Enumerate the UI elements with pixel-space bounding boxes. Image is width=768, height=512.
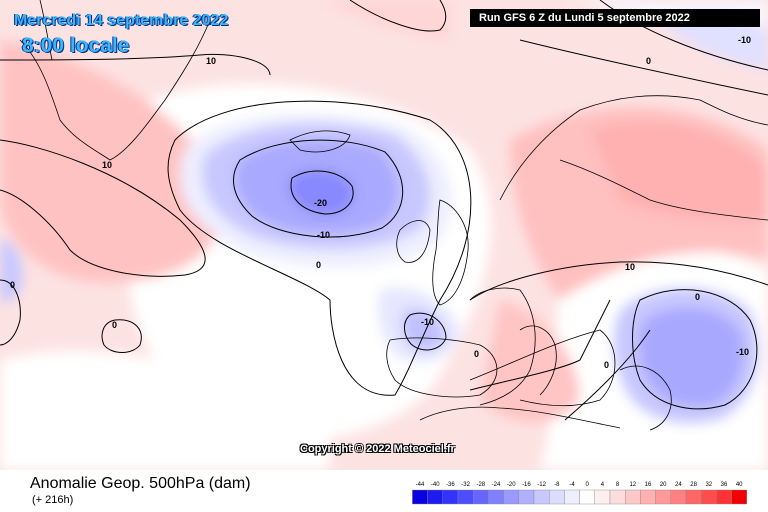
legend-tick-label: -40 — [431, 482, 440, 488]
color-scale-legend: -44 -40 -36 -32 -28 -24 -20 -16 -12 -8 -4 0 4 8 12 16 20… — [412, 482, 748, 505]
legend-tick-label: -24 — [492, 482, 501, 488]
legend-tick-label: 0 — [586, 482, 590, 488]
legend-tick-label: -32 — [461, 482, 470, 488]
model-run-label: Run GFS 6 Z du Lundi 5 septembre 2022 — [470, 9, 760, 27]
contour-label: -10 — [421, 317, 434, 327]
contour-label: -10 — [736, 347, 749, 357]
legend-tick-label: -4 — [569, 482, 575, 488]
legend-swatch — [427, 489, 444, 505]
forecast-date: Mercredi 14 septembre 2022 — [14, 12, 229, 29]
legend-tick-label: 4 — [601, 482, 605, 488]
legend-tick-label: 28 — [690, 482, 697, 488]
legend-swatch — [442, 489, 459, 505]
legend-swatch — [716, 489, 732, 505]
legend-tick-label: 20 — [660, 482, 667, 488]
legend-swatch — [685, 489, 702, 505]
legend-swatch — [701, 489, 717, 505]
legend-swatch — [503, 489, 519, 505]
legend-tick-label: 16 — [645, 482, 652, 488]
contour-label: 10 — [625, 262, 635, 272]
legend-swatch — [457, 489, 474, 505]
legend-swatch — [609, 489, 626, 505]
legend-tick-label: 32 — [705, 482, 712, 488]
contour-label: 0 — [316, 260, 321, 270]
legend-swatch — [518, 489, 535, 505]
legend-tick-label: -44 — [416, 482, 425, 488]
contour-label: 0 — [112, 320, 117, 330]
contour-label: 0 — [604, 360, 609, 370]
legend-swatch — [655, 489, 672, 505]
legend-swatch — [731, 489, 748, 505]
legend-tick-label: 24 — [675, 482, 682, 488]
legend-tick-label: -36 — [446, 482, 455, 488]
legend-tick-label: -12 — [537, 482, 546, 488]
contour-label: -20 — [314, 198, 327, 208]
legend-tick-label: 8 — [616, 482, 620, 488]
legend-tick-label: 36 — [721, 482, 728, 488]
legend-swatch — [533, 489, 550, 505]
lead-time: (+ 216h) — [32, 494, 74, 506]
contour-label: 0 — [646, 56, 651, 66]
legend-swatch — [564, 489, 580, 505]
legend-tick-label: -8 — [554, 482, 560, 488]
contour-label: 10 — [206, 56, 216, 66]
legend-swatch — [548, 489, 565, 505]
contour-label: 0 — [10, 280, 15, 290]
copyright-text: Copyright © 2022 Meteociel.fr — [300, 443, 455, 455]
contour-label: 0 — [474, 349, 479, 359]
contour-label: 10 — [102, 160, 112, 170]
legend-tick-label: 12 — [629, 482, 636, 488]
legend-swatch — [640, 489, 656, 505]
legend-swatch — [670, 489, 687, 505]
legend-swatch — [579, 489, 596, 505]
legend-swatch — [488, 489, 504, 505]
legend-swatch — [472, 489, 489, 505]
contour-label: -10 — [738, 35, 751, 45]
legend-swatch — [412, 489, 428, 505]
legend-swatch — [624, 489, 641, 505]
legend-tick-label: 40 — [736, 482, 743, 488]
legend-tick-label: -16 — [522, 482, 531, 488]
legend-tick-label: -28 — [476, 482, 485, 488]
forecast-time: 8:00 locale — [22, 34, 130, 57]
legend-swatch — [594, 489, 611, 505]
product-title: Anomalie Geop. 500hPa (dam) — [30, 475, 251, 492]
contour-label: -10 — [317, 230, 330, 240]
geopotential-anomaly-map: 10 -10 0 10 -20 -10 0 0 0 10 0 -10 0 -10… — [0, 0, 768, 470]
legend-tick-label: -20 — [507, 482, 516, 488]
contour-label: 0 — [695, 292, 700, 302]
